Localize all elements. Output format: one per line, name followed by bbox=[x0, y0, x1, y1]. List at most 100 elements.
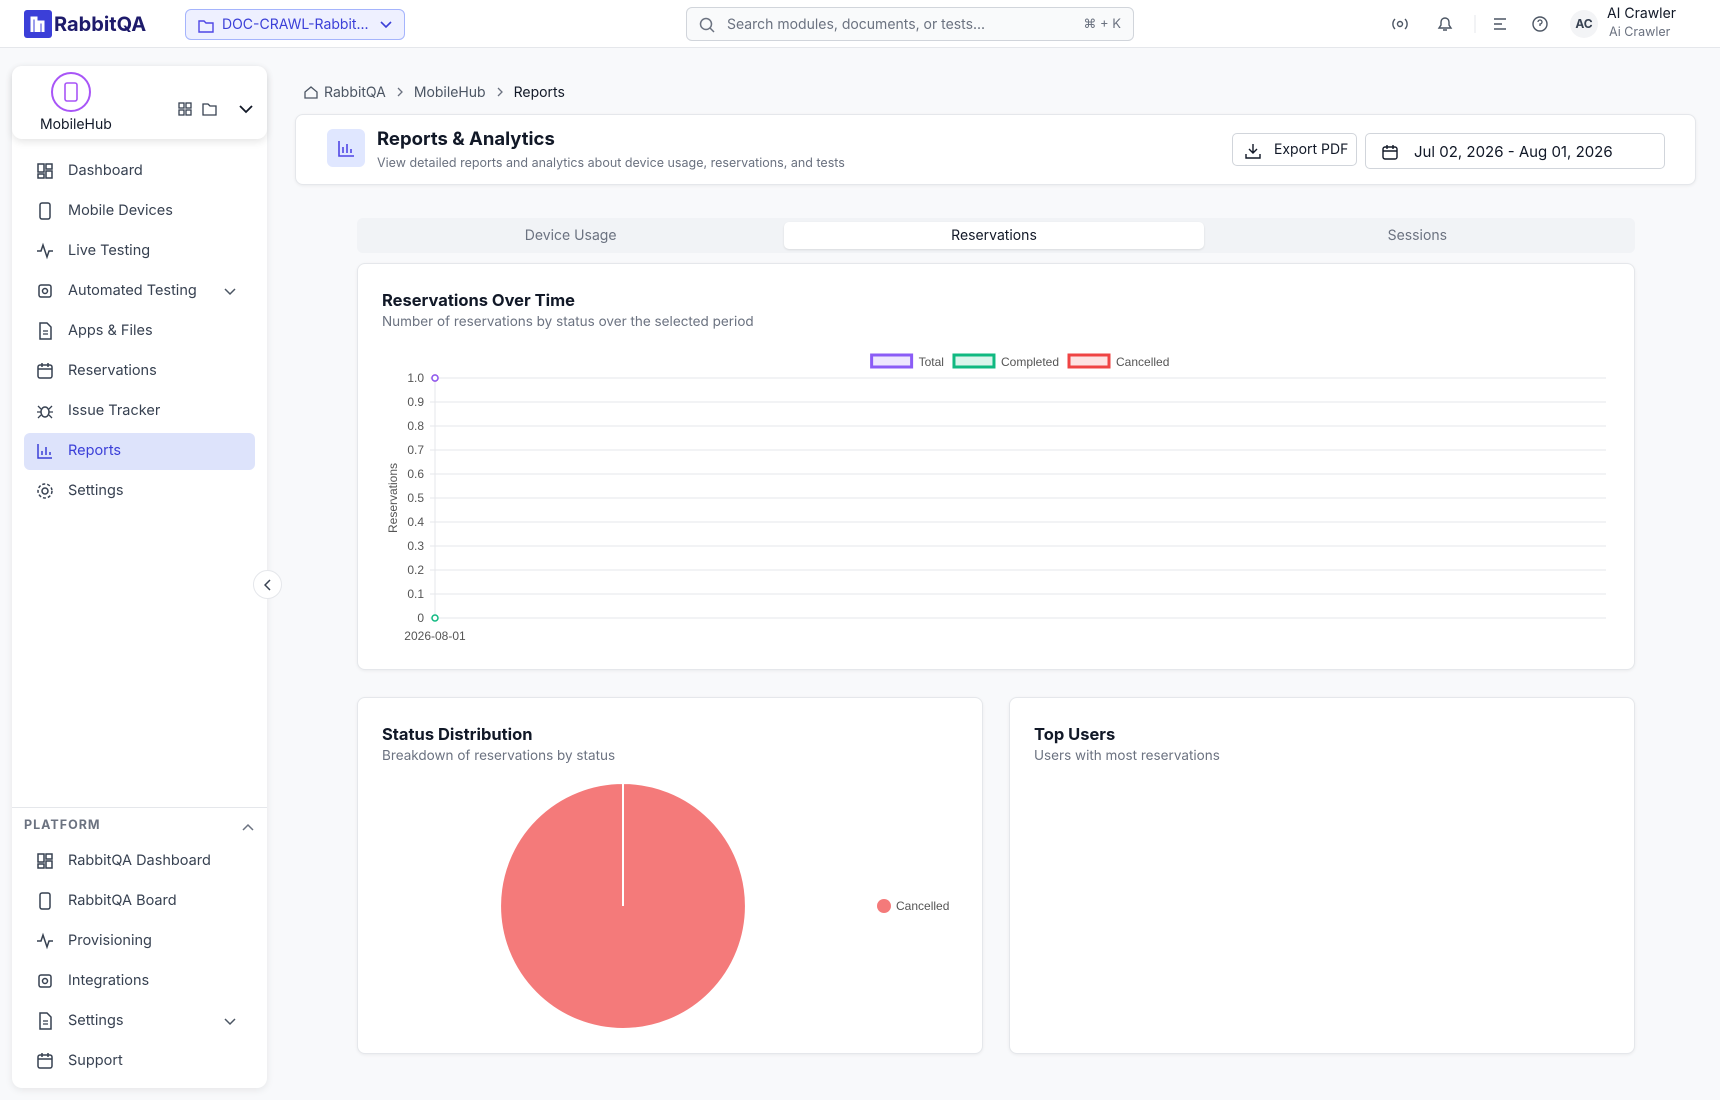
top-bar: RabbitQA DOC-CRAWL-Rabbit... Search modu… bbox=[0, 0, 1720, 48]
nav-icon bbox=[37, 932, 53, 950]
y-tick-label: 1.0 bbox=[407, 371, 424, 385]
nav-item[interactable]: Live Testing bbox=[24, 233, 255, 270]
search-box[interactable]: Search modules, documents, or tests... ⌘… bbox=[686, 7, 1134, 41]
nav-icon bbox=[37, 853, 53, 869]
chevron bbox=[224, 288, 236, 296]
project-selector[interactable]: DOC-CRAWL-Rabbit... bbox=[185, 9, 405, 40]
legend-label[interactable]: Cancelled bbox=[1116, 355, 1169, 369]
nav-icon bbox=[39, 1012, 52, 1030]
y-tick-label: 0.8 bbox=[407, 419, 424, 433]
pie-slice[interactable] bbox=[499, 781, 747, 1031]
nav-item[interactable]: RabbitQA Board bbox=[24, 883, 255, 920]
nav-item[interactable]: Reservations bbox=[24, 353, 255, 390]
y-tick-label: 0.9 bbox=[407, 395, 424, 409]
page-icon bbox=[327, 129, 365, 167]
nav-item[interactable]: RabbitQA Dashboard bbox=[24, 843, 255, 880]
y-tick-label: 0.5 bbox=[407, 491, 424, 505]
home-icon bbox=[304, 86, 318, 99]
module-name: MobileHub bbox=[40, 116, 112, 133]
nav-icon bbox=[37, 242, 53, 260]
legend-label[interactable]: Cancelled bbox=[896, 899, 949, 913]
tabs: Device Usage Reservations Sessions bbox=[357, 218, 1635, 253]
project-name: DOC-CRAWL-Rabbit... bbox=[222, 16, 369, 33]
nav-item[interactable]: Automated Testing bbox=[24, 273, 255, 310]
collapse-button[interactable] bbox=[253, 570, 282, 599]
card-subtitle: Users with most reservations bbox=[1034, 748, 1220, 764]
y-tick-label: 0.3 bbox=[407, 539, 424, 553]
nav-label: Apps & Files bbox=[68, 322, 153, 339]
legend-swatch bbox=[870, 353, 914, 369]
tab[interactable]: Device Usage bbox=[524, 227, 617, 244]
user-sub: Ai Crawler bbox=[1609, 25, 1671, 40]
nav-item[interactable]: Support bbox=[24, 1043, 255, 1080]
legend-swatch bbox=[1067, 353, 1111, 369]
date-picker[interactable]: Jul 02, 2026 - Aug 01, 2026 bbox=[1365, 133, 1665, 169]
top-icons[interactable] bbox=[1390, 14, 1560, 34]
nav-item[interactable]: Integrations bbox=[24, 963, 255, 1000]
nav-icon bbox=[37, 363, 53, 379]
folder-icon bbox=[198, 20, 214, 33]
page-subtitle: View detailed reports and analytics abou… bbox=[377, 156, 845, 171]
nav-item[interactable]: Settings bbox=[24, 1003, 255, 1040]
chevron[interactable] bbox=[242, 823, 254, 831]
card-title: Top Users bbox=[1034, 724, 1116, 744]
avatar[interactable]: AC bbox=[1570, 10, 1598, 38]
legend-label[interactable]: Completed bbox=[1001, 355, 1059, 369]
module-actions[interactable] bbox=[178, 101, 262, 117]
tab[interactable]: Sessions bbox=[1387, 227, 1447, 244]
chart-subtitle: Breakdown of reservations by status bbox=[382, 748, 616, 764]
breadcrumb-item: Reports bbox=[513, 83, 565, 101]
top-users-card: Top Users Users with most reservations bbox=[1009, 697, 1635, 1054]
line-chart-card: Reservations Over Time Number of reserva… bbox=[357, 263, 1635, 670]
calendar-icon bbox=[1382, 145, 1398, 160]
nav-icon bbox=[39, 892, 51, 910]
chevron bbox=[264, 579, 271, 591]
breadcrumb-item[interactable]: RabbitQA bbox=[324, 83, 386, 101]
download-icon bbox=[1245, 144, 1261, 159]
logo-icon bbox=[24, 10, 52, 38]
sidebar: MobileHub PLATFORM bbox=[12, 66, 267, 1088]
y-tick-label: 0.6 bbox=[407, 467, 424, 481]
nav-item[interactable]: Reports bbox=[24, 433, 255, 470]
y-tick-label: 0.7 bbox=[407, 443, 424, 457]
nav-icon bbox=[37, 483, 53, 499]
tab[interactable]: Reservations bbox=[784, 222, 1204, 249]
legend: Total Completed Cancelled bbox=[870, 353, 1169, 369]
page-title: Reports & Analytics bbox=[377, 128, 555, 150]
chevron bbox=[224, 1018, 236, 1026]
y-tick-label: 0.2 bbox=[407, 563, 424, 577]
nav-item[interactable]: Mobile Devices bbox=[24, 193, 255, 230]
nav-icon bbox=[39, 202, 51, 220]
x-tick-label: 2026-08-01 bbox=[404, 629, 466, 643]
nav-label: Issue Tracker bbox=[68, 402, 161, 419]
y-axis-label: Reservations bbox=[386, 463, 400, 533]
nav-item[interactable]: Issue Tracker bbox=[24, 393, 255, 430]
pie-chart-card: Status Distribution Breakdown of reserva… bbox=[357, 697, 983, 1054]
nav-label: RabbitQA Board bbox=[68, 892, 177, 909]
date-range: Jul 02, 2026 - Aug 01, 2026 bbox=[1414, 142, 1613, 161]
nav-label: Mobile Devices bbox=[68, 202, 173, 219]
chart-subtitle: Number of reservations by status over th… bbox=[382, 314, 754, 330]
nav-item[interactable]: Apps & Files bbox=[24, 313, 255, 350]
legend-label[interactable]: Total bbox=[919, 355, 944, 369]
nav-label: Live Testing bbox=[68, 242, 151, 259]
module-icon bbox=[51, 72, 91, 112]
export-label: Export PDF bbox=[1274, 141, 1349, 158]
nav-item[interactable]: Provisioning bbox=[24, 923, 255, 960]
logo-text[interactable]: RabbitQA bbox=[54, 12, 147, 36]
nav-item[interactable]: Dashboard bbox=[24, 153, 255, 190]
breadcrumb-item[interactable]: MobileHub bbox=[413, 83, 486, 101]
search-icon bbox=[699, 17, 715, 33]
nav-label: Settings bbox=[68, 482, 124, 499]
nav-item[interactable]: Settings bbox=[24, 473, 255, 510]
chart-title: Status Distribution bbox=[382, 724, 533, 744]
nav-icon bbox=[37, 444, 52, 459]
export-button[interactable]: Export PDF bbox=[1232, 133, 1357, 166]
separator bbox=[397, 87, 403, 97]
line-chart: 0 0.1 0.2 0.3 0.4 0.5 0.6 0.7 0.8 0.9 1.0 2026-08-0… bbox=[386, 353, 1606, 643]
nav-label: RabbitQA Dashboard bbox=[68, 852, 211, 869]
y-tick-label: 0 bbox=[417, 611, 424, 625]
legend-swatch bbox=[877, 899, 891, 913]
